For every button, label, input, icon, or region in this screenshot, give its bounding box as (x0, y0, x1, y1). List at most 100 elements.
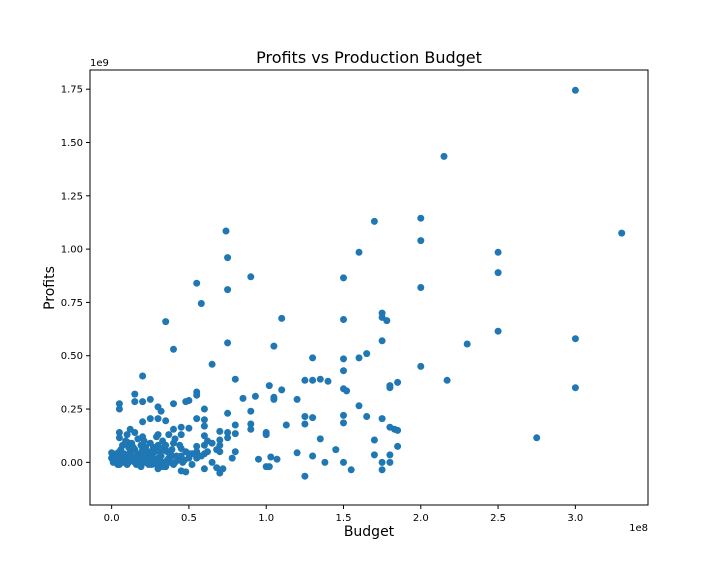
data-point-98 (170, 425, 177, 433)
data-point-50 (343, 387, 351, 395)
data-point-66 (170, 400, 177, 408)
data-point-44 (394, 378, 402, 386)
data-point-249 (193, 448, 201, 456)
y-tick-label: 1.00 (61, 245, 83, 256)
data-point-43 (443, 376, 451, 384)
data-point-19 (278, 314, 286, 322)
data-point-71 (157, 407, 165, 415)
data-point-142 (208, 458, 216, 466)
data-point-136 (267, 453, 275, 461)
data-point-75 (224, 409, 232, 417)
y-offset-label: 1e9 (90, 58, 109, 69)
data-point-214 (142, 443, 150, 451)
data-point-7 (494, 248, 502, 256)
x-tick-label: 1.0 (258, 513, 274, 524)
data-point-82 (378, 415, 386, 423)
data-point-196 (153, 433, 160, 441)
data-point-138 (255, 455, 262, 463)
data-point-29 (170, 345, 177, 353)
data-point-85 (340, 419, 347, 427)
data-point-252 (204, 448, 211, 456)
x-offset-label: 1e8 (629, 523, 648, 534)
data-point-186 (122, 437, 130, 445)
data-point-207 (120, 450, 128, 458)
y-tick-label: 0.75 (61, 298, 83, 309)
data-point-45 (265, 382, 273, 390)
data-point-199 (162, 441, 170, 449)
y-tick-label: 1.75 (61, 85, 83, 96)
data-point-200 (165, 431, 173, 439)
y-tick-label: 1.25 (61, 191, 83, 202)
data-point-95 (394, 426, 402, 434)
data-point-20 (340, 316, 347, 323)
data-point-4 (618, 229, 626, 237)
data-point-88 (282, 421, 290, 429)
data-point-91 (177, 423, 185, 431)
data-point-122 (394, 442, 402, 450)
data-point-250 (197, 452, 205, 460)
data-point-158 (182, 468, 190, 476)
data-point-61 (146, 395, 154, 403)
data-point-210 (129, 443, 137, 451)
data-point-80 (154, 415, 162, 423)
y-tick-label: 0.25 (61, 405, 83, 416)
data-point-93 (247, 425, 255, 433)
data-point-134 (386, 451, 394, 459)
data-point-147 (265, 463, 273, 471)
data-point-31 (355, 354, 363, 362)
data-point-221 (163, 448, 171, 456)
data-point-64 (182, 398, 190, 406)
data-point-99 (216, 427, 224, 435)
data-point-62 (139, 398, 147, 406)
data-point-152 (378, 466, 386, 474)
x-axis: 0.0 0.5 1.0 1.5 2.0 2.5 3.0 (104, 505, 583, 524)
data-point-234 (137, 463, 145, 471)
y-tick-label: 0.00 (61, 458, 83, 469)
data-point-105 (231, 430, 239, 438)
data-point-120 (193, 442, 201, 450)
data-point-23 (494, 327, 502, 335)
data-point-73 (340, 411, 347, 419)
data-point-76 (301, 413, 309, 420)
data-point-54 (131, 390, 139, 398)
x-tick-label: 2.0 (413, 513, 429, 524)
x-tick-label: 0.5 (181, 513, 197, 524)
data-point-101 (115, 429, 123, 436)
data-point-148 (213, 464, 221, 472)
data-point-113 (224, 434, 232, 442)
data-point-59 (293, 395, 301, 403)
data-point-228 (115, 461, 123, 468)
data-point-48 (571, 384, 579, 392)
data-point-25 (378, 337, 386, 345)
data-point-26 (224, 339, 232, 347)
data-point-97 (185, 424, 193, 432)
data-point-108 (200, 432, 208, 440)
data-point-139 (273, 455, 281, 463)
data-point-35 (417, 362, 425, 370)
data-point-251 (200, 441, 208, 449)
data-point-114 (216, 436, 224, 444)
data-point-81 (200, 416, 208, 424)
data-point-70 (247, 407, 255, 415)
data-point-6 (417, 237, 425, 245)
data-point-181 (182, 448, 190, 456)
y-axis-label: Profits (42, 266, 58, 310)
plot-frame (89, 69, 649, 506)
y-tick-label: 0.50 (61, 351, 83, 362)
data-point-179 (176, 441, 184, 449)
data-point-0 (571, 86, 579, 94)
data-point-255 (216, 441, 224, 449)
data-point-69 (200, 405, 208, 413)
data-point-39 (316, 375, 324, 383)
points-layer (108, 86, 626, 480)
data-point-190 (134, 435, 142, 443)
data-point-233 (134, 454, 142, 462)
data-point-154 (216, 469, 224, 477)
data-point-145 (386, 458, 394, 466)
data-point-137 (228, 454, 236, 462)
data-point-27 (463, 340, 471, 348)
data-point-84 (139, 418, 147, 426)
data-point-241 (159, 458, 167, 466)
x-tick-label: 3.0 (567, 513, 583, 524)
data-point-33 (340, 355, 347, 363)
